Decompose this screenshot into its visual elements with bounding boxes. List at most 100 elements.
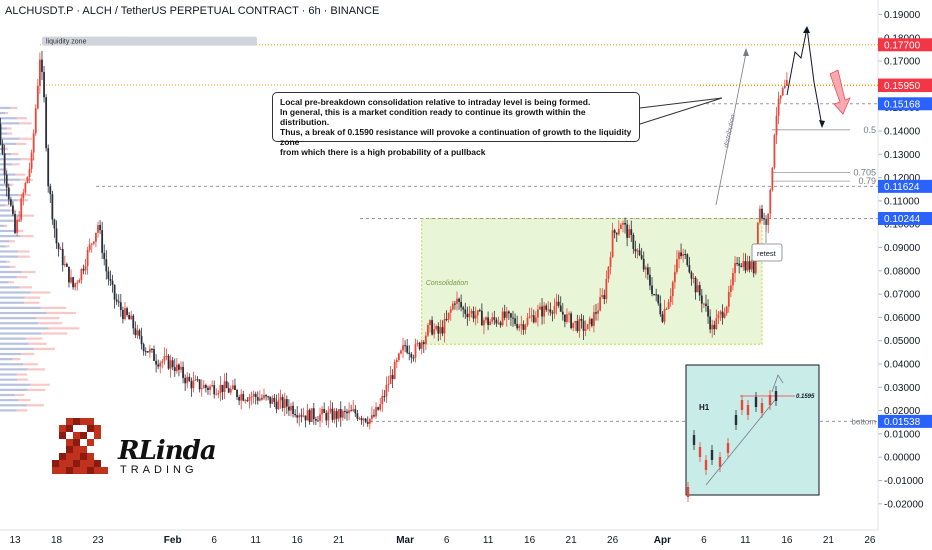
candle-body — [153, 349, 155, 361]
volume-profile-bar — [33, 347, 55, 350]
inset-candle-body — [740, 400, 744, 410]
candle-body — [586, 324, 589, 330]
inset-candle-body — [726, 443, 730, 453]
candle-body — [107, 271, 110, 279]
volume-profile-bar — [0, 363, 24, 366]
candle-body — [151, 348, 153, 350]
candle-body — [18, 219, 21, 221]
candle-body — [456, 298, 458, 304]
candle-body — [167, 356, 170, 369]
candle-body — [184, 377, 187, 384]
candle-body — [362, 418, 365, 421]
candle-body — [346, 411, 348, 414]
candle-body — [240, 394, 243, 401]
candle-body — [229, 388, 232, 393]
candle-body — [337, 408, 340, 419]
candle-body — [707, 305, 709, 317]
candle-body — [711, 324, 714, 330]
candle-body — [642, 258, 645, 270]
volume-profile-bar — [0, 183, 9, 186]
candle-body — [638, 250, 641, 256]
candle-body — [136, 330, 139, 336]
candle-body — [686, 254, 689, 266]
mascot-logo-pixel — [94, 467, 101, 474]
volume-profile-bar — [24, 296, 41, 299]
candle-body — [609, 257, 612, 267]
candle-body — [756, 222, 759, 244]
candle-body — [526, 317, 529, 325]
candle-body — [582, 320, 585, 331]
inset-candle-body — [774, 391, 778, 401]
volume-profile-bar — [21, 270, 36, 274]
volume-profile-bar — [12, 358, 21, 361]
inset-candle-body — [686, 487, 690, 497]
projection-arrowhead — [819, 120, 825, 128]
candle-body — [387, 384, 390, 386]
mascot-logo-pixel — [101, 467, 108, 474]
candle-body — [130, 315, 133, 320]
candle-body — [752, 261, 755, 274]
candle-body — [593, 312, 595, 326]
candle-body — [570, 313, 572, 329]
liquidity-zone-band — [42, 36, 257, 46]
volume-profile-bar — [0, 291, 31, 294]
candle-body — [734, 262, 736, 274]
inset-candle-body — [704, 460, 708, 470]
x-tick-label: 16 — [524, 535, 536, 546]
candle-body — [534, 317, 537, 323]
candle-body — [590, 318, 593, 326]
candle-body — [5, 174, 8, 188]
candle-body — [339, 408, 342, 418]
candle-body — [431, 320, 433, 335]
candle-body — [489, 321, 492, 325]
candle-body — [769, 189, 772, 214]
candle-body — [319, 414, 321, 421]
y-tick-label: 0.08000 — [884, 266, 921, 277]
volume-profile-bar — [0, 260, 7, 263]
candle-body — [379, 404, 382, 410]
candle-body — [460, 301, 463, 308]
volume-profile-bar — [0, 117, 17, 120]
candle-body — [721, 311, 724, 318]
candle-body — [622, 222, 624, 225]
candle-body — [414, 343, 417, 358]
distribution-arrow — [715, 52, 747, 206]
candle-body — [43, 72, 45, 98]
candle-body — [418, 342, 421, 349]
x-tick-label: 26 — [607, 535, 619, 546]
volume-profile-bar — [0, 255, 19, 258]
candle-body — [267, 396, 270, 398]
candle-body — [317, 420, 319, 422]
candle-body — [746, 261, 749, 271]
mascot-logo-pixel — [66, 467, 73, 474]
volume-profile-bar — [6, 260, 11, 263]
volume-profile-bar — [0, 132, 8, 135]
candle-body — [327, 411, 330, 421]
mascot-logo-pixel — [87, 425, 94, 432]
candle-body — [269, 396, 272, 404]
candle-body — [217, 393, 220, 395]
candle-body — [275, 401, 278, 410]
candle-body — [39, 59, 41, 86]
volume-profile-bar — [0, 163, 12, 166]
candle-body — [678, 252, 680, 260]
candle-body — [95, 232, 97, 242]
candle-body — [464, 309, 467, 314]
candle-body — [51, 194, 54, 220]
candle-body — [180, 366, 182, 370]
candle-body — [202, 385, 205, 389]
candle-body — [26, 177, 29, 184]
volume-profile-bar — [25, 337, 43, 340]
volume-profile-bar — [0, 219, 14, 222]
candle-body — [715, 318, 718, 330]
candle-body — [420, 342, 423, 349]
candle-body — [599, 296, 602, 311]
candle-body — [178, 364, 180, 370]
mascot-logo-pixel — [59, 432, 66, 439]
candle-body — [628, 229, 631, 238]
candle-body — [248, 396, 251, 401]
candle-body — [545, 305, 548, 310]
x-tick-label: 13 — [9, 535, 21, 546]
mascot-logo-pixel — [73, 446, 80, 453]
